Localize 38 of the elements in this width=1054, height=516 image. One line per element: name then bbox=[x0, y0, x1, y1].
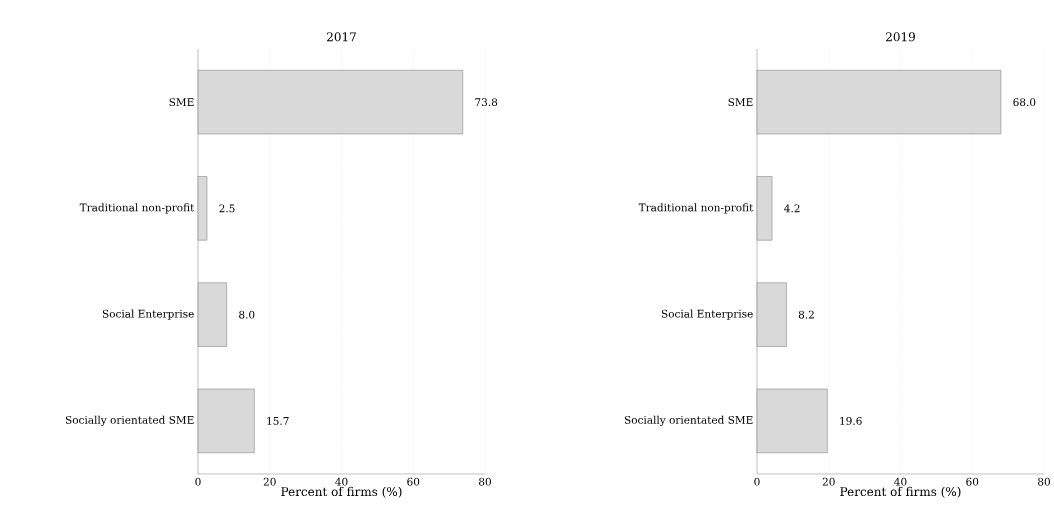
chart-title: 2017 bbox=[327, 32, 356, 42]
x-tick-label: 60 bbox=[966, 477, 979, 486]
data-label: 8.2 bbox=[798, 310, 814, 319]
y-tick-label: Social Enterprise bbox=[661, 309, 753, 320]
x-tick-label: 80 bbox=[479, 477, 491, 486]
data-label: 4.2 bbox=[784, 204, 800, 213]
bar bbox=[197, 176, 208, 241]
x-tick-label: 60 bbox=[407, 477, 420, 486]
x-tick-label: 40 bbox=[894, 477, 907, 486]
bar bbox=[197, 388, 255, 453]
bar bbox=[756, 282, 787, 347]
x-tick-label: 20 bbox=[263, 477, 276, 486]
x-tick-label: 0 bbox=[754, 477, 760, 486]
x-axis-title: Percent of firms (%) bbox=[840, 486, 961, 498]
y-tick-label: SME bbox=[728, 98, 753, 107]
y-tick-label: Socially orientated SME bbox=[65, 415, 194, 427]
x-tick-label: 0 bbox=[195, 477, 201, 486]
y-tick-label: SME bbox=[169, 98, 194, 107]
x-tick-label: 40 bbox=[335, 477, 348, 486]
bar bbox=[756, 388, 828, 453]
data-label: 8.0 bbox=[239, 310, 255, 319]
data-label: 19.6 bbox=[840, 416, 862, 425]
data-label: 73.8 bbox=[475, 98, 498, 107]
data-label: 15.7 bbox=[267, 416, 289, 425]
x-axis-title: Percent of firms (%) bbox=[281, 486, 402, 498]
data-label: 2.5 bbox=[219, 204, 235, 213]
bar bbox=[756, 70, 1002, 135]
bar bbox=[756, 176, 773, 241]
y-tick-label: Social Enterprise bbox=[102, 309, 194, 320]
chart-title: 2019 bbox=[886, 32, 915, 42]
x-tick-label: 20 bbox=[822, 477, 835, 486]
y-tick-label: Traditional non-profit bbox=[79, 203, 195, 214]
data-label: 68.0 bbox=[1013, 98, 1036, 107]
y-tick-label: Socially orientated SME bbox=[624, 415, 753, 427]
y-tick-label: Traditional non-profit bbox=[638, 203, 754, 214]
bar bbox=[197, 70, 463, 135]
bar bbox=[197, 282, 227, 347]
x-tick-label: 80 bbox=[1038, 477, 1050, 486]
